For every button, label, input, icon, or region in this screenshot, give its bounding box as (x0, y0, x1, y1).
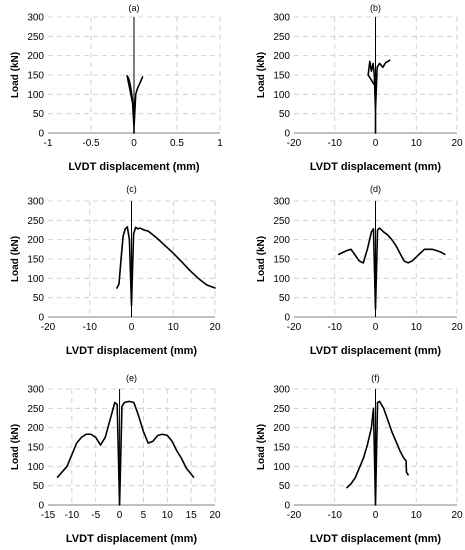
y-tick-label: 150 (273, 443, 290, 454)
y-axis-label: Load (kN) (256, 236, 267, 282)
x-tick-label: -15 (41, 510, 56, 521)
y-tick-label: 300 (273, 197, 290, 208)
y-tick-label: 250 (27, 32, 44, 43)
y-tick-label: 50 (279, 481, 291, 492)
x-tick-label: -20 (287, 510, 302, 521)
x-axis-label: LVDT displacement (mm) (66, 533, 198, 545)
x-tick-label: -20 (41, 322, 56, 333)
x-axis-label: LVDT displacement (mm) (310, 533, 442, 545)
y-tick-label: 250 (273, 32, 290, 43)
x-tick-label: 0 (129, 322, 135, 333)
y-tick-label: 50 (33, 293, 45, 304)
x-tick-label: 10 (162, 510, 174, 521)
x-tick-label: 1 (217, 138, 223, 149)
y-tick-label: 150 (273, 255, 290, 266)
y-tick-label: 100 (273, 274, 290, 285)
x-tick-label: 0.5 (170, 138, 184, 149)
series-line (368, 60, 390, 133)
y-tick-label: 250 (27, 216, 44, 227)
series-line (127, 76, 142, 133)
y-tick-label: 300 (27, 197, 44, 208)
x-tick-label: -20 (287, 322, 302, 333)
x-tick-label: -5 (91, 510, 100, 521)
x-tick-label: 0 (117, 510, 123, 521)
x-tick-label: 15 (186, 510, 198, 521)
y-tick-label: 250 (27, 404, 44, 415)
x-tick-label: 0 (131, 138, 137, 149)
x-tick-label: -1 (44, 138, 53, 149)
x-tick-label: -10 (328, 138, 343, 149)
chart-panel-e: 0 50 100 150 200 250 300 -15 -10 -5 0 5 10 15 20 (e) Loa… (10, 373, 221, 545)
y-tick-label: 100 (27, 462, 44, 473)
panel-title: (f) (371, 373, 380, 383)
y-tick-label: 200 (27, 235, 44, 246)
y-tick-label: 150 (27, 255, 44, 266)
y-tick-label: 100 (27, 274, 44, 285)
x-tick-label: 10 (411, 322, 423, 333)
y-tick-label: 300 (273, 13, 290, 24)
y-tick-label: 150 (273, 71, 290, 82)
series-line (58, 401, 194, 505)
x-tick-label: 20 (451, 322, 463, 333)
x-tick-label: -10 (328, 510, 343, 521)
y-tick-label: 150 (27, 71, 44, 82)
x-tick-label: -10 (83, 322, 98, 333)
panel-title: (a) (129, 3, 140, 13)
y-tick-label: 150 (27, 443, 44, 454)
x-tick-label: -20 (287, 138, 302, 149)
x-tick-label: 10 (411, 138, 423, 149)
panel-title: (b) (370, 3, 381, 13)
y-axis-label: Load (kN) (256, 52, 267, 98)
x-tick-label: 20 (209, 510, 221, 521)
panel-title: (c) (126, 184, 137, 194)
chart-panel-d: 0 50 100 150 200 250 300 -20 -10 0 10 20 (d) Load (kN… (256, 184, 463, 357)
x-axis-label: LVDT displacement (mm) (68, 161, 200, 173)
y-tick-label: 200 (273, 235, 290, 246)
y-tick-label: 200 (273, 51, 290, 62)
x-tick-label: 10 (168, 322, 180, 333)
y-axis-label: Load (kN) (10, 52, 21, 98)
x-axis-label: LVDT displacement (mm) (310, 161, 442, 173)
y-tick-label: 50 (33, 481, 45, 492)
x-tick-label: 0 (373, 510, 379, 521)
y-tick-label: 100 (27, 90, 44, 101)
chart-panel-c: 0 50 100 150 200 250 300 -20 -10 0 10 20 (c) Load (kN… (10, 184, 221, 357)
panel-title: (d) (370, 184, 381, 194)
y-tick-label: 300 (27, 385, 44, 396)
x-tick-label: 5 (141, 510, 147, 521)
y-axis-label: Load (kN) (10, 424, 21, 470)
x-tick-label: 0 (373, 322, 379, 333)
y-tick-label: 300 (27, 13, 44, 24)
series-line (347, 401, 408, 505)
y-tick-label: 50 (279, 293, 291, 304)
y-tick-label: 200 (27, 51, 44, 62)
x-axis-label: LVDT displacement (mm) (66, 345, 198, 357)
chart-panel-f: 0 50 100 150 200 250 300 -20 -10 0 10 20 (f) Load (kN… (256, 373, 463, 545)
x-tick-label: 0 (373, 138, 379, 149)
series-line (339, 228, 445, 309)
chart-panel-b: 0 50 100 150 200 250 300 -20 -10 0 10 20 (b) Load (kN… (256, 3, 463, 173)
y-tick-label: 50 (279, 109, 291, 120)
y-axis-label: Load (kN) (256, 424, 267, 470)
x-tick-label: -0.5 (82, 138, 100, 149)
x-tick-label: -10 (328, 322, 343, 333)
x-tick-label: 20 (451, 510, 463, 521)
x-tick-label: 10 (411, 510, 423, 521)
y-axis-label: Load (kN) (10, 236, 21, 282)
y-tick-label: 200 (27, 423, 44, 434)
y-tick-label: 250 (273, 404, 290, 415)
x-axis-label: LVDT displacement (mm) (310, 345, 442, 357)
y-tick-label: 50 (33, 109, 45, 120)
x-tick-label: 20 (451, 138, 463, 149)
x-tick-label: 20 (209, 322, 221, 333)
y-tick-label: 100 (273, 90, 290, 101)
chart-panel-a: 0 50 100 150 200 250 300 -1 -0.5 0 0.5 1 (a) Load (kN… (10, 3, 223, 173)
panel-title: (e) (126, 373, 137, 383)
y-tick-label: 100 (273, 462, 290, 473)
y-tick-label: 200 (273, 423, 290, 434)
y-tick-label: 250 (273, 216, 290, 227)
y-tick-label: 300 (273, 385, 290, 396)
x-tick-label: -10 (65, 510, 80, 521)
